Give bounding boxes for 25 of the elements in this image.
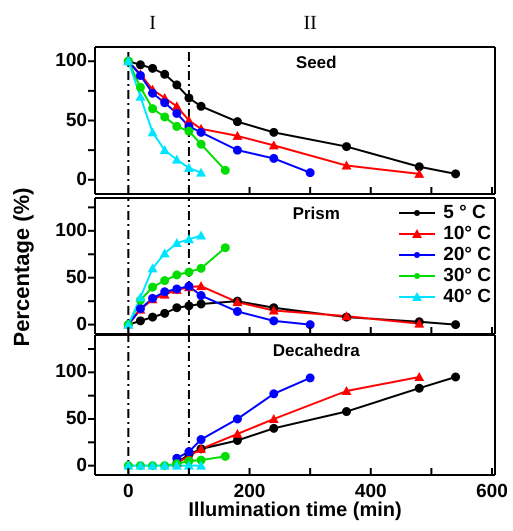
x-tick-label: 600	[475, 481, 509, 503]
chart-title: Decahedra	[272, 341, 361, 361]
y-tick-label: 0	[76, 168, 87, 190]
x-tick-label: 0	[122, 481, 135, 503]
y-axis-title: Percentage (%)	[9, 187, 35, 346]
x-axis-title: Illumination time (min)	[188, 499, 402, 521]
text: I	[148, 12, 157, 35]
chart-title: Seed	[294, 53, 338, 73]
y-tick-label: 100	[54, 361, 87, 384]
x-tick-label: 400	[354, 481, 387, 502]
y-tick-label: 100	[55, 220, 87, 241]
y-tick-label: 0	[76, 314, 87, 335]
legend-label: 30° C	[443, 264, 491, 286]
chart-title: Prism	[292, 204, 341, 224]
y-tick-label: 50	[64, 110, 87, 132]
y-tick-label: 50	[66, 266, 87, 288]
legend-label: 20° C	[443, 244, 491, 266]
y-tick-label: 50	[64, 408, 87, 430]
legend-label: 5 ° C	[443, 202, 486, 224]
text: II	[302, 12, 318, 35]
y-tick-label: 0	[75, 454, 87, 477]
y-tick-label: 100	[54, 50, 87, 72]
legend-label: 10° C	[443, 222, 491, 244]
legend-label: 40° C	[443, 286, 491, 308]
x-tick-label: 200	[234, 481, 266, 502]
